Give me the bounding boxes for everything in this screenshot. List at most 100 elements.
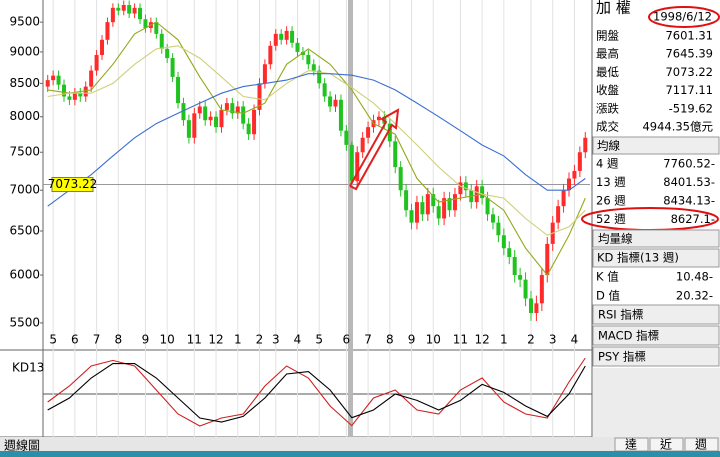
candle-body xyxy=(127,5,132,14)
quote-value: 7645.39 xyxy=(665,47,713,61)
candle-body xyxy=(89,70,94,87)
menu-item[interactable] xyxy=(592,304,720,325)
candle-body xyxy=(409,210,414,223)
candle-body xyxy=(208,116,213,121)
candle-body xyxy=(138,7,143,20)
menu-item[interactable] xyxy=(592,325,720,346)
candle-body xyxy=(512,257,517,276)
candle-body xyxy=(436,206,441,219)
candle-body xyxy=(105,22,110,40)
section-header[interactable] xyxy=(592,229,720,248)
candle-body xyxy=(518,275,523,280)
button-label: 達 xyxy=(625,438,637,452)
candle-body xyxy=(100,39,105,55)
candle-body xyxy=(501,235,506,249)
x-tick-label: 1 xyxy=(500,333,508,347)
kd-value: 10.48- xyxy=(676,270,713,284)
kd-rows: K 值 10.48- D 值 20.32- xyxy=(596,270,713,303)
line-series xyxy=(47,357,586,427)
x-tick-label: 8 xyxy=(114,333,122,347)
candle-body xyxy=(83,86,88,97)
quote-label: 最低 xyxy=(596,65,619,79)
candle-body xyxy=(110,7,115,23)
candle-body xyxy=(355,152,360,182)
candle-body xyxy=(230,103,235,114)
quote-label: 成交 xyxy=(596,120,619,134)
candle-body xyxy=(45,80,50,87)
quote-date: 1998/6/12 xyxy=(653,10,712,24)
candle-body xyxy=(387,123,392,142)
candle-body xyxy=(224,103,229,110)
drawn-arrow xyxy=(349,108,400,191)
candle-body xyxy=(273,33,278,46)
candle-body xyxy=(72,93,77,100)
quote-value: -519.62 xyxy=(669,101,713,115)
x-tick-label: 3 xyxy=(549,333,557,347)
menu-item[interactable] xyxy=(592,346,720,367)
menu-label: MACD 指標 xyxy=(598,329,659,343)
candle-body xyxy=(67,96,72,100)
button-label: 近 xyxy=(660,438,672,452)
candle-body xyxy=(485,198,490,215)
x-tick-label: 5 xyxy=(49,333,57,347)
x-tick-label: 4 xyxy=(294,333,302,347)
candle-body xyxy=(425,194,430,215)
x-tick-label: 8 xyxy=(386,333,394,347)
quote-label: 漲跌 xyxy=(596,101,619,115)
x-tick-label: 10 xyxy=(160,333,175,347)
quote-rows: 開盤 7601.31 最高 7645.39 最低 7073.22 收盤 7117.11 漲跌 -5… xyxy=(596,29,713,134)
x-tick-label: 7 xyxy=(364,333,372,347)
line-series xyxy=(47,45,586,236)
quote-value: 7073.22 xyxy=(665,65,713,79)
line-series xyxy=(47,73,586,207)
quote-label: 收盤 xyxy=(596,83,619,97)
candle-body xyxy=(279,33,284,40)
x-tick-label: 2 xyxy=(527,333,535,347)
candle-body xyxy=(159,33,164,49)
candle-body xyxy=(442,198,447,219)
y-tick-label: 8000 xyxy=(9,109,40,123)
section-title: KD 指標(13 週) xyxy=(597,251,679,265)
panel-title: 加 權 xyxy=(596,0,631,17)
candle-body xyxy=(290,30,295,43)
tab[interactable]: 週線圖 xyxy=(4,438,40,453)
candle-body xyxy=(393,141,398,168)
y-tick-label: 5500 xyxy=(9,315,40,329)
ma-value: 7760.52- xyxy=(663,157,715,171)
candle-body xyxy=(349,144,354,182)
quote-value: 4944.35億元 xyxy=(642,120,713,134)
candle-body xyxy=(295,42,300,52)
candle-body xyxy=(284,30,289,40)
candle-body xyxy=(143,19,148,28)
side-filler xyxy=(593,368,720,440)
candle-body xyxy=(496,222,501,236)
candle-body xyxy=(539,275,544,304)
kd-value: 20.32- xyxy=(676,289,713,303)
section-title: 均線 xyxy=(597,139,620,153)
candle-body xyxy=(523,279,528,299)
candle-body xyxy=(181,103,186,121)
y-tick-label: 7500 xyxy=(9,145,40,159)
kd-label: K 值 xyxy=(596,270,619,284)
candle-body xyxy=(241,106,246,124)
side-background xyxy=(593,0,720,440)
candle-body xyxy=(490,214,495,223)
candle-body xyxy=(56,75,61,85)
status-bar xyxy=(0,437,720,451)
ma-rows: 4 週 7760.52- 13 週 8401.53- 26 週 8434.13- 52 週 8… xyxy=(596,157,715,227)
x-tick-label: 7 xyxy=(93,333,101,347)
candle-body xyxy=(452,194,457,211)
candle-body xyxy=(78,93,83,97)
section-header[interactable] xyxy=(592,248,720,268)
candle-body xyxy=(328,96,333,107)
candle-body xyxy=(577,152,582,171)
candle-body xyxy=(360,137,365,153)
price-panel xyxy=(0,0,592,350)
candle-body xyxy=(165,48,170,59)
quote-value: 7601.31 xyxy=(665,29,713,43)
candle-body xyxy=(333,99,338,107)
y-tick-label: 9000 xyxy=(9,44,40,58)
section-title: 均量線 xyxy=(598,232,633,246)
